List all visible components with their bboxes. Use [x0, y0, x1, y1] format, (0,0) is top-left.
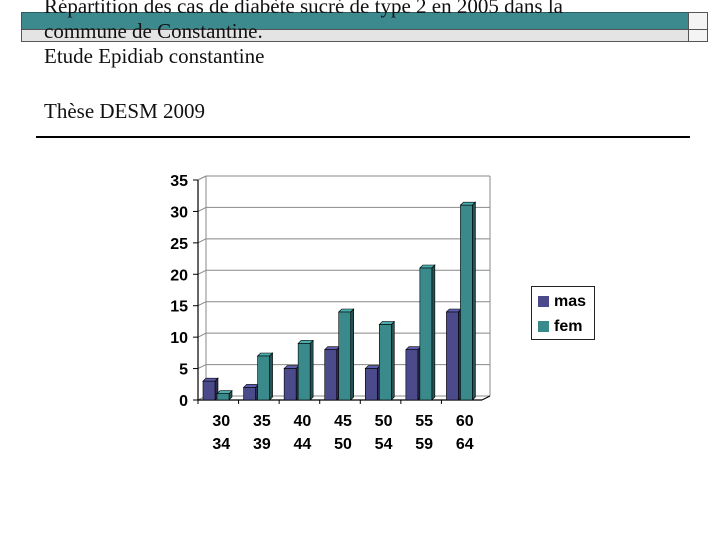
chart-legend: mas fem — [531, 286, 595, 340]
y-tick-label: 30 — [170, 204, 188, 221]
title-line-1: Répartition des cas de diabète sucré de … — [44, 0, 563, 18]
legend-swatch-mas — [538, 296, 549, 307]
bar-side-fem — [309, 339, 314, 401]
y-tick-label: 35 — [170, 173, 188, 190]
gridline-diagonal — [197, 364, 207, 370]
y-tick-label: 5 — [179, 362, 188, 379]
divider-line — [36, 136, 690, 138]
bar-mas — [202, 380, 216, 401]
bar-mas — [283, 368, 297, 401]
slide-title: Répartition des cas de diabète sucré de … — [44, 0, 684, 69]
x-tick-label: 55 — [415, 413, 433, 430]
x-tick-label: 45 — [334, 413, 352, 430]
bar-side-fem — [269, 352, 273, 401]
legend-item-mas: mas — [538, 293, 586, 311]
bar-mas — [446, 311, 459, 401]
bar-side-fem — [472, 201, 476, 401]
gridline-diagonal — [197, 206, 207, 212]
title-line-2: commune de Constantine. — [44, 19, 263, 43]
x-tick-label: 50 — [334, 436, 352, 453]
y-tick-label: 0 — [179, 393, 188, 410]
x-tick-label: 59 — [415, 436, 433, 453]
legend-label-fem: fem — [554, 318, 583, 335]
x-tick-label: 54 — [375, 436, 393, 453]
title-line-3: Etude Epidiab constantine — [44, 44, 265, 68]
bar-mas — [364, 368, 378, 401]
bar-fem — [297, 343, 311, 401]
x-tick-label: 60 — [456, 413, 474, 430]
bar-mas — [405, 349, 419, 401]
bar-fem — [460, 204, 473, 401]
gridline-diagonal — [197, 175, 207, 181]
bar-side-fem — [350, 308, 355, 401]
x-tick-label: 44 — [294, 436, 312, 453]
gridline-diagonal — [197, 269, 207, 275]
bar-fem — [338, 311, 352, 401]
x-tick-label: 35 — [253, 413, 271, 430]
y-tick-label: 25 — [170, 236, 188, 253]
x-tick-label: 30 — [212, 413, 230, 430]
x-tick-label: 34 — [212, 436, 230, 453]
bar-fem — [257, 355, 270, 401]
x-tick-label: 64 — [456, 436, 474, 453]
x-tick-label: 50 — [375, 413, 393, 430]
bar-mas — [243, 387, 256, 401]
gridline-diagonal — [197, 238, 207, 244]
legend-swatch-fem — [538, 321, 549, 332]
y-tick-label: 10 — [170, 330, 188, 347]
bar-side-fem — [390, 320, 395, 401]
y-tick-label: 20 — [170, 267, 188, 284]
bar-fem — [216, 393, 230, 401]
x-axis-depth — [481, 395, 491, 401]
legend-item-fem: fem — [538, 318, 582, 336]
y-tick-label: 15 — [170, 299, 188, 316]
slide-subtitle: Thèse DESM 2009 — [44, 99, 205, 123]
x-tick-label: 39 — [253, 436, 271, 453]
bar-fem — [378, 324, 392, 401]
bar-side-fem — [431, 264, 436, 401]
gridline-diagonal — [197, 301, 207, 307]
header-corner-box-lower — [688, 29, 708, 42]
bar-mas — [324, 349, 338, 401]
gridline-diagonal — [197, 332, 207, 338]
x-tick-label: 40 — [294, 413, 312, 430]
bar-fem — [419, 267, 433, 401]
legend-label-mas: mas — [554, 293, 587, 310]
